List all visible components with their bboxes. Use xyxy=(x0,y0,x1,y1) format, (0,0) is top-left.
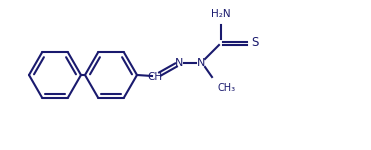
Text: S: S xyxy=(251,36,258,50)
Text: N: N xyxy=(175,58,183,68)
Text: N: N xyxy=(197,58,205,68)
Text: CH₃: CH₃ xyxy=(218,83,236,93)
Text: H₂N: H₂N xyxy=(211,9,231,19)
Text: CH: CH xyxy=(147,72,162,82)
